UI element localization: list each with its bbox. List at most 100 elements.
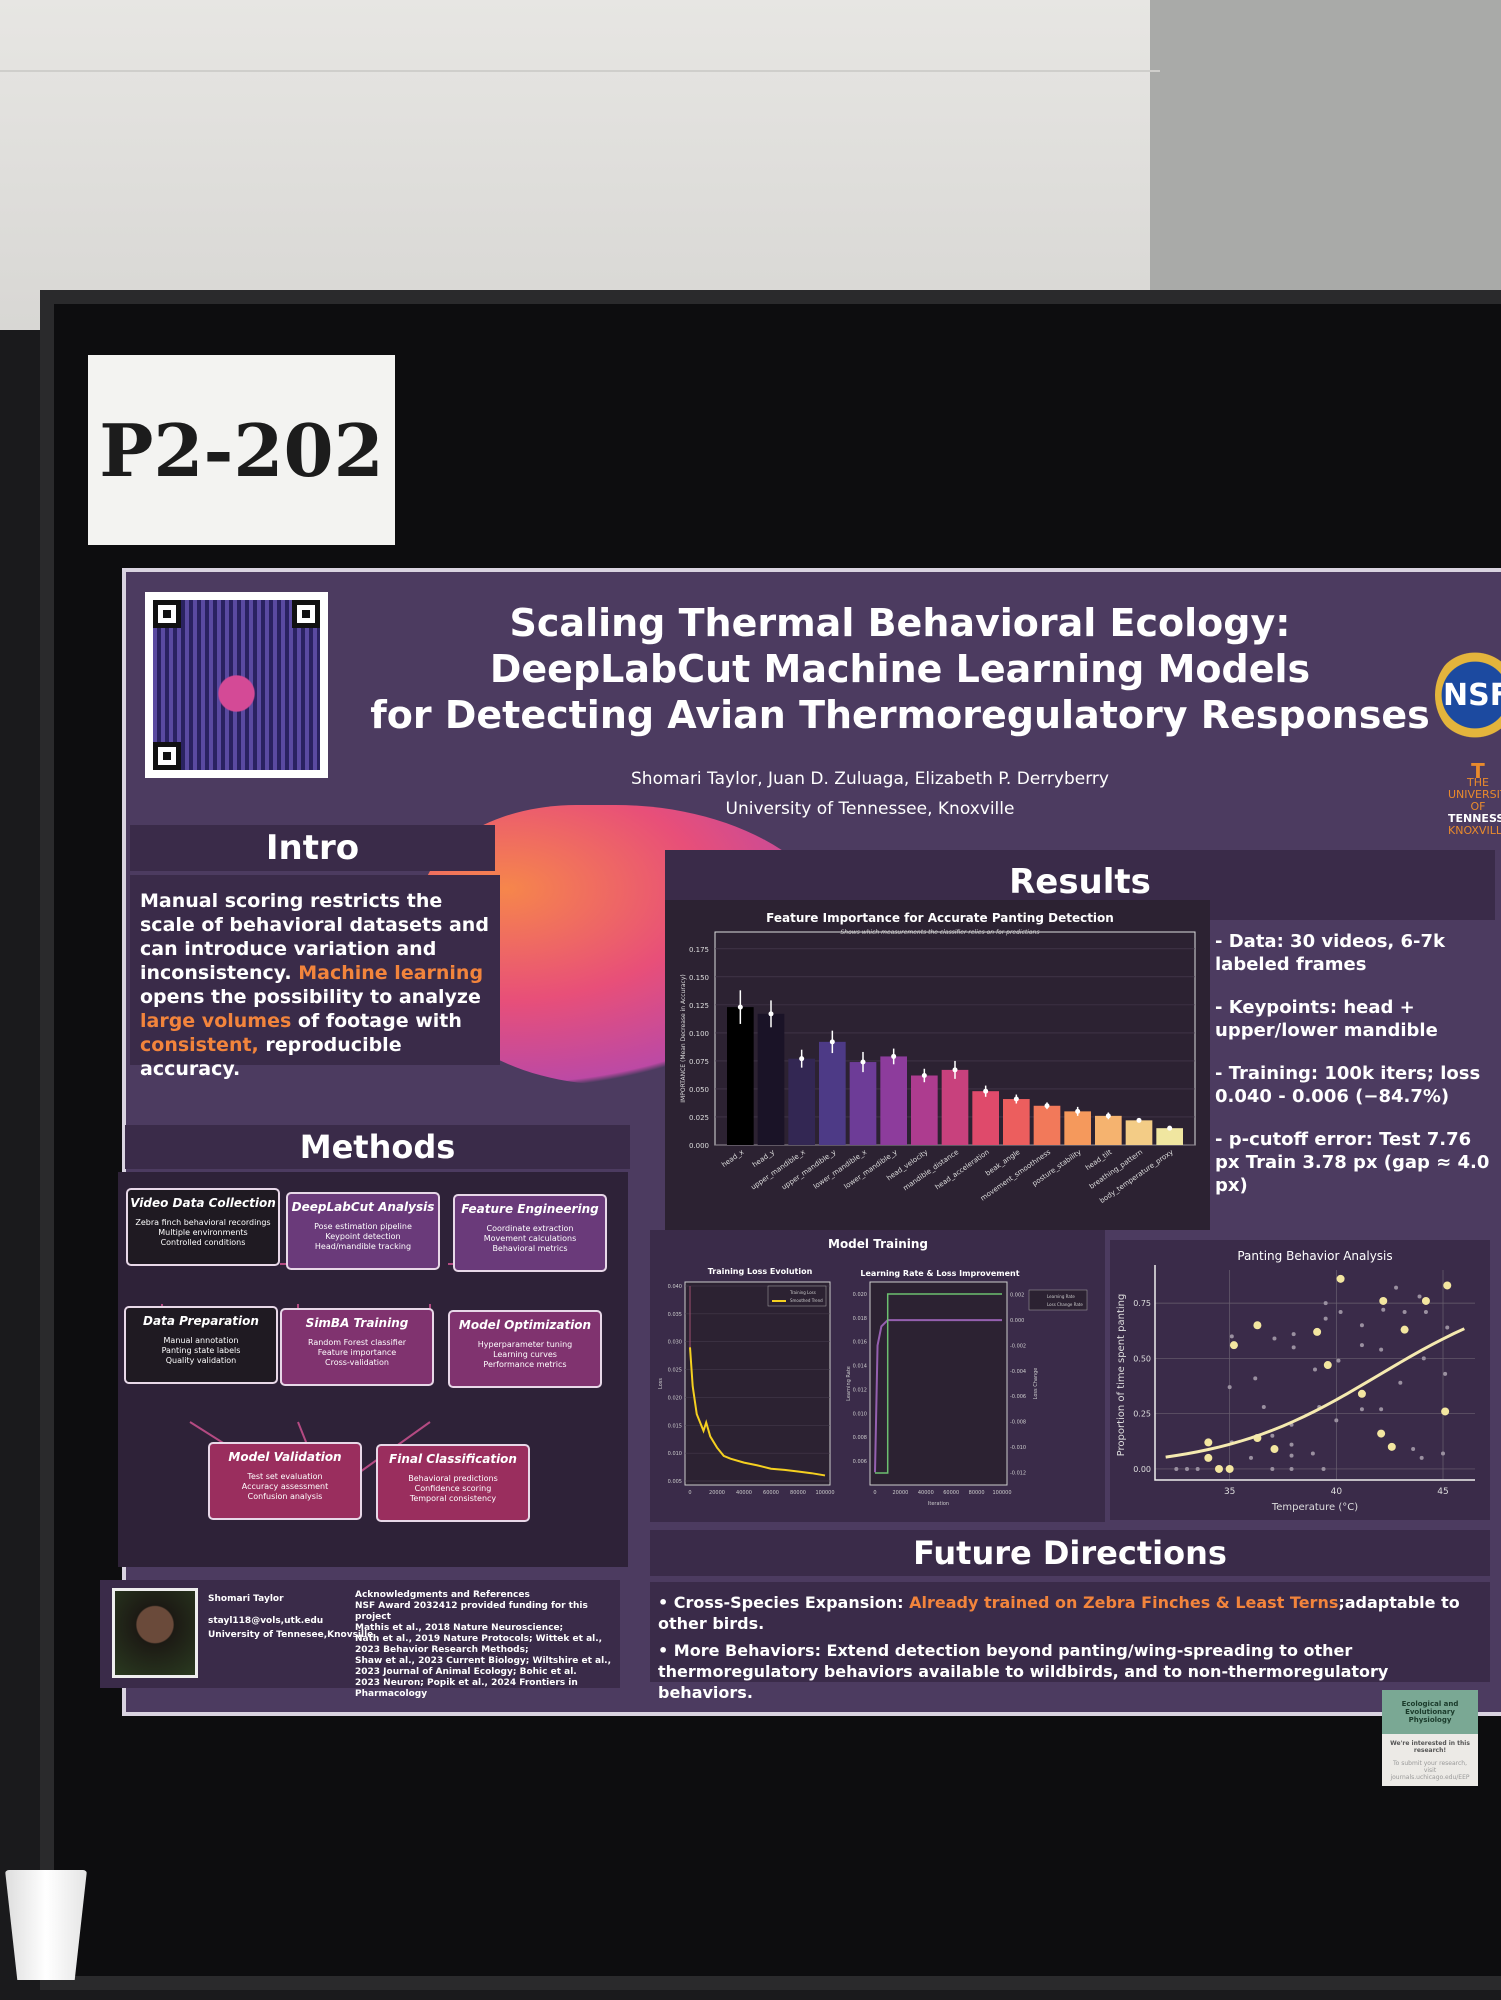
flow-node-title: SimBA Training (305, 1316, 409, 1330)
flow-node-line: Performance metrics (483, 1360, 567, 1369)
minor-data-point (1261, 1405, 1266, 1410)
error-bar-mean (829, 1039, 835, 1045)
data-point (1204, 1438, 1213, 1447)
booth-label: P2-202 (88, 355, 395, 545)
minor-data-point (1249, 1455, 1253, 1460)
result-bullet: - Training: 100k iters; loss 0.040 - 0.0… (1215, 1063, 1481, 1107)
bar (727, 1007, 754, 1145)
model-training-chart: Model Training Training Loss Evolution Lea… (650, 1230, 1105, 1522)
ack-line: Mathis et al., 2018 Nature Neuroscience; (355, 1623, 564, 1633)
y-tick-label: 0.050 (689, 1086, 709, 1094)
y-tick-label: 0.75 (1133, 1299, 1151, 1308)
future-item-highlight: Already trained on Zebra Finches & Least… (909, 1593, 1339, 1612)
x-tick-label: 60000 (763, 1490, 779, 1496)
y-tick-label: 0.025 (668, 1368, 682, 1374)
bar (849, 1062, 877, 1145)
intro-text-part: Manual scoring restricts the scale of be… (140, 890, 489, 984)
error-bar-mean (983, 1088, 989, 1094)
x-axis-label: Iteration (928, 1501, 949, 1507)
data-point (1387, 1442, 1396, 1451)
panting-analysis-chart: Panting Behavior Analysis 0.00 0.25 0.50 0.7… (1110, 1240, 1490, 1520)
error-bar-mean (737, 1004, 743, 1010)
ack-lines: NSF Award 2032412 provided funding for t… (355, 1601, 620, 1700)
x-tick-label: 20000 (709, 1490, 725, 1496)
flow-node-line: Zebra finch behavioral recordings (135, 1218, 271, 1227)
sign-text: We're interested in this research! (1390, 1740, 1470, 1754)
y-right-tick-label: -0.008 (1010, 1420, 1026, 1426)
utk-logo-text: TENNESSEE (1448, 812, 1501, 825)
y-tick-label: 0.020 (668, 1395, 682, 1401)
utk-t-icon: T (1471, 759, 1485, 783)
bar (1033, 1105, 1061, 1145)
flow-node-line: Coordinate extraction (486, 1224, 574, 1233)
minor-data-point (1359, 1343, 1364, 1348)
ack-line: 2023 Behavior Research Methods; (355, 1645, 529, 1655)
future-item: • More Behaviors: Extend detection beyon… (658, 1641, 1389, 1702)
qr-code[interactable] (145, 592, 328, 778)
flow-node-line: Cross-validation (325, 1358, 389, 1367)
flow-node-line: Pose estimation pipeline (314, 1222, 412, 1231)
legend-item: Learning Rate (1047, 1294, 1075, 1299)
minor-data-point (1421, 1356, 1426, 1361)
author-affiliation: University of Tennesee,Knovsille (208, 1630, 374, 1640)
x-tick-label: 20000 (892, 1490, 908, 1496)
bar (1125, 1120, 1153, 1145)
minor-data-point (1379, 1347, 1384, 1352)
data-point (1313, 1327, 1322, 1336)
chart-bg (665, 900, 1210, 1230)
qr-finder (153, 742, 181, 770)
y-tick-label: 0.150 (689, 974, 709, 982)
ack-title: Acknowledgments and References (355, 1590, 530, 1600)
authors: Shomari Taylor, Juan D. Zuluaga, Elizabe… (631, 769, 1109, 789)
minor-data-point (1334, 1418, 1339, 1423)
flow-node-line: Manual annotation (163, 1336, 239, 1345)
intro-text-part: reproducible accuracy. (140, 1034, 402, 1080)
minor-data-point (1445, 1325, 1450, 1330)
ack-line: 2023 Neuron; Popik et al., 2024 Frontier… (355, 1678, 578, 1699)
error-bar-mean (1013, 1096, 1019, 1102)
y-axis-label: Proportion of time spent panting (1116, 1294, 1127, 1457)
author-photo (112, 1588, 198, 1678)
author-email[interactable]: stayl118@vols,utk.edu (208, 1616, 324, 1626)
minor-data-point (1229, 1334, 1234, 1339)
flow-node-line: Accuracy assessment (241, 1482, 329, 1491)
future-directions: • Cross-Species Expansion: Already train… (650, 1582, 1490, 1702)
data-point (1377, 1429, 1386, 1438)
legend-box (767, 1285, 827, 1307)
flow-node-line: Behavioral metrics (492, 1244, 568, 1253)
y-tick-label: 0.020 (853, 1292, 867, 1298)
legend-item: Training Loss (789, 1290, 816, 1295)
qr-finder (153, 600, 181, 628)
smoothed-trend-line (689, 1347, 826, 1477)
y-tick-label: 0.015 (668, 1423, 682, 1429)
ack-line: NSF Award 2032412 provided funding for t… (355, 1601, 588, 1622)
flow-node-line: Test set evaluation (247, 1472, 323, 1481)
minor-data-point (1411, 1447, 1416, 1452)
minor-data-point (1270, 1466, 1275, 1471)
x-tick-label: 100000 (815, 1490, 834, 1496)
y-tick-label: 0.012 (853, 1387, 867, 1393)
chart-title: Feature Importance for Accurate Panting … (766, 911, 1114, 925)
plot-frame (869, 1281, 1008, 1486)
y-tick-label: 0.018 (853, 1316, 867, 1322)
wall-seam (0, 70, 1160, 72)
results-bullets: - Data: 30 videos, 6-7k labeled frames -… (1215, 930, 1495, 1217)
y-tick-label: 0.040 (668, 1284, 682, 1290)
methods-flowchart: Video Data Collection Zebra finch behavio… (118, 1172, 628, 1567)
data-point (1400, 1325, 1409, 1334)
minor-data-point (1227, 1385, 1232, 1390)
methods-heading: Methods (125, 1125, 630, 1169)
bar (788, 1058, 815, 1145)
y-tick-label: 0.50 (1133, 1354, 1151, 1363)
y-tick-label: 0.025 (689, 1114, 709, 1122)
flow-node-line: Random Forest classifier (307, 1338, 407, 1347)
y-axis-label: Loss (658, 1378, 664, 1389)
bar (1156, 1128, 1183, 1145)
data-point (1379, 1296, 1388, 1305)
data-point (1229, 1341, 1238, 1350)
acknowledgments: Acknowledgments and References NSF Award… (355, 1590, 620, 1700)
utk-logo-text: KNOXVILLE (1448, 824, 1501, 837)
flow-node-line: Quality validation (165, 1356, 237, 1365)
utk-logo-text: THE UNIVERSITY OF (1448, 776, 1501, 813)
y-tick-label: 0.000 (689, 1142, 709, 1150)
